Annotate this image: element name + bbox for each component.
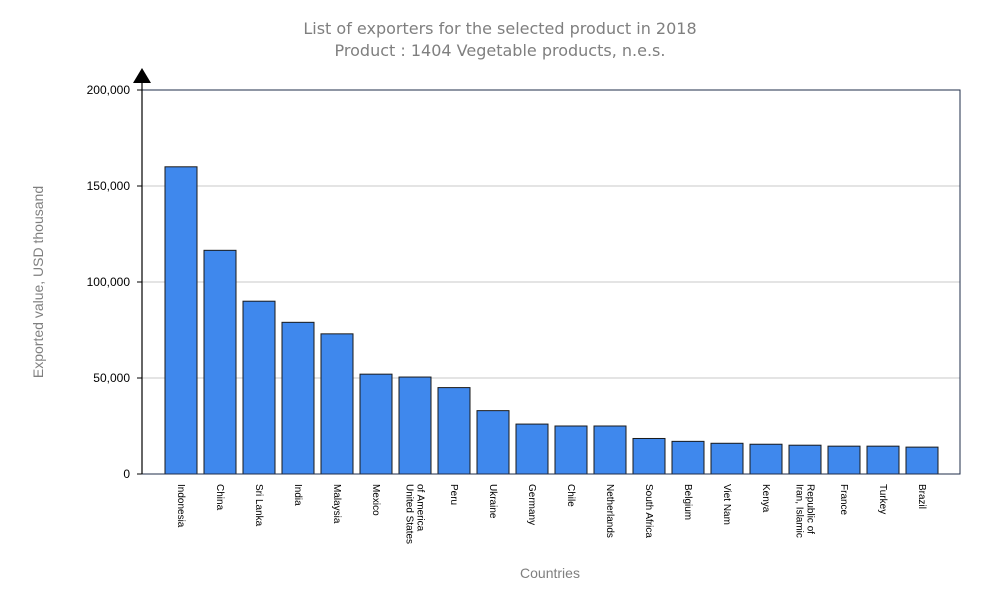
x-tick-label-line: of America [415, 484, 426, 532]
x-tick-label: France [838, 484, 849, 516]
x-tick-label-line: United States [404, 484, 415, 544]
x-tick-label: Indonesia [175, 484, 186, 528]
x-tick-label-line: Sri Lanka [253, 484, 264, 527]
x-tick-label-line: Indonesia [175, 484, 186, 528]
x-tick-label-line: Turkey [877, 484, 888, 514]
bar[interactable] [593, 425, 627, 475]
y-tick-label: 150,000 [87, 179, 131, 193]
x-tick-label: Iran, Islamic Republic of [794, 484, 816, 538]
x-tick-label: Chile [565, 484, 576, 507]
bar[interactable] [671, 440, 705, 475]
x-tick-label-line: Ukraine [487, 484, 498, 519]
x-tick-label: Turkey [877, 484, 888, 514]
x-tick-label-line: China [214, 484, 225, 511]
x-tick-label-line: South Africa [643, 484, 654, 538]
bar[interactable] [632, 437, 666, 475]
x-tick-label: Brazil [916, 484, 927, 509]
bar[interactable] [749, 443, 783, 475]
x-tick-label-line: Viet Nam [721, 484, 732, 525]
chart-subtitle: Product : 1404 Vegetable products, n.e.s… [334, 41, 666, 60]
bar[interactable] [554, 425, 588, 475]
bar[interactable] [866, 445, 900, 475]
bar[interactable] [788, 444, 822, 475]
x-tick-label-line: Germany [526, 484, 537, 525]
x-tick-label: Peru [448, 484, 459, 505]
x-tick-label: India [292, 484, 303, 506]
bar[interactable] [515, 423, 549, 475]
bar[interactable] [905, 446, 939, 475]
x-tick-label-line: Iran, Islamic [794, 484, 805, 538]
bar[interactable] [320, 333, 354, 475]
chart-title: List of exporters for the selected produ… [303, 19, 697, 38]
x-tick-label: Germany [526, 484, 537, 525]
x-tick-label: South Africa [643, 484, 654, 538]
x-tick-label: Kenya [760, 484, 771, 513]
x-tick-label-line: Peru [448, 484, 459, 505]
y-tick-label: 50,000 [93, 371, 130, 385]
x-axis-title: Countries [520, 565, 580, 581]
y-tick-label: 0 [123, 467, 130, 481]
bar[interactable] [242, 300, 276, 475]
x-tick-label-line: Kenya [760, 484, 771, 513]
x-tick-label: Viet Nam [721, 484, 732, 525]
x-tick-label-line: Republic of [805, 484, 816, 534]
x-tick-label-line: India [292, 484, 303, 506]
bar[interactable] [476, 410, 510, 475]
y-tick-label: 200,000 [87, 83, 131, 97]
bar[interactable] [710, 442, 744, 475]
x-tick-label-line: France [838, 484, 849, 516]
x-tick-label-line: Malaysia [331, 484, 342, 524]
x-tick-label-line: Netherlands [604, 484, 615, 538]
x-tick-label-line: Chile [565, 484, 576, 507]
x-tick-label: Ukraine [487, 484, 498, 519]
bar[interactable] [437, 387, 471, 475]
x-tick-label: Malaysia [331, 484, 342, 524]
bar[interactable] [359, 373, 393, 475]
bar[interactable] [827, 445, 861, 475]
x-tick-label: China [214, 484, 225, 511]
x-tick-label: Sri Lanka [253, 484, 264, 527]
x-tick-label-line: Mexico [370, 484, 381, 516]
x-tick-label: Mexico [370, 484, 381, 516]
y-tick-label: 100,000 [87, 275, 131, 289]
bar[interactable] [398, 376, 432, 475]
x-tick-label: Belgium [682, 484, 693, 520]
bar[interactable] [281, 321, 315, 475]
bar[interactable] [164, 166, 198, 475]
y-axis-arrow-icon [133, 68, 151, 83]
y-axis-title: Exported value, USD thousand [30, 186, 46, 378]
bar[interactable] [203, 249, 237, 475]
x-tick-label-line: Brazil [916, 484, 927, 509]
x-tick-label: Netherlands [604, 484, 615, 538]
x-tick-label-line: Belgium [682, 484, 693, 520]
x-tick-label: United States of America [404, 484, 426, 544]
